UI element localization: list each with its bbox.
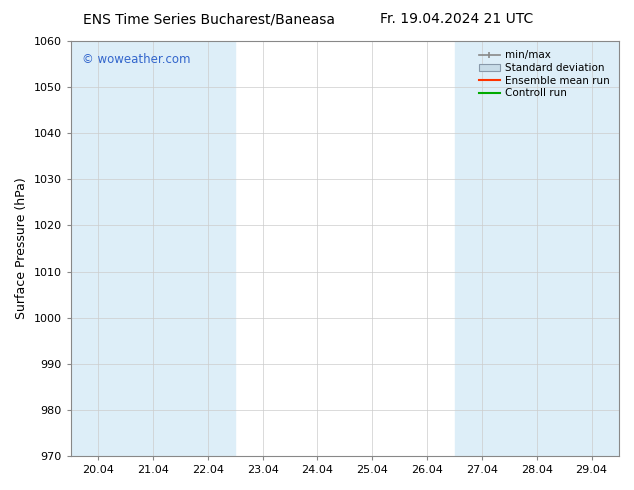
Bar bbox=[455, 41, 619, 456]
Text: ENS Time Series Bucharest/Baneasa: ENS Time Series Bucharest/Baneasa bbox=[83, 12, 335, 26]
Y-axis label: Surface Pressure (hPa): Surface Pressure (hPa) bbox=[15, 178, 28, 319]
Legend: min/max, Standard deviation, Ensemble mean run, Controll run: min/max, Standard deviation, Ensemble me… bbox=[475, 46, 614, 102]
Text: © woweather.com: © woweather.com bbox=[82, 53, 190, 67]
Text: Fr. 19.04.2024 21 UTC: Fr. 19.04.2024 21 UTC bbox=[380, 12, 533, 26]
Bar bbox=[71, 41, 235, 456]
